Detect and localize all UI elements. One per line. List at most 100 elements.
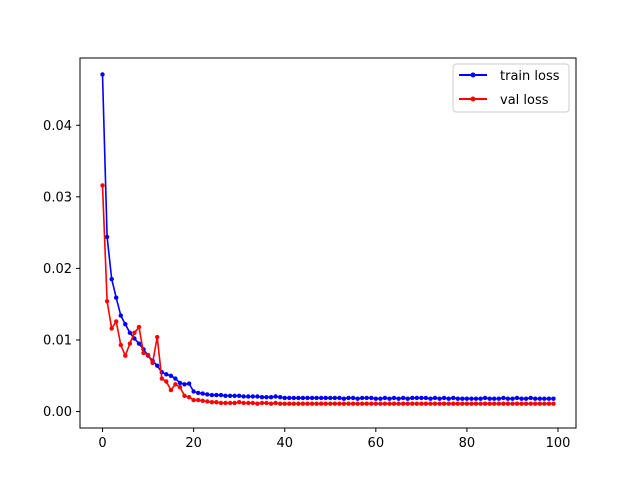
data-point-train-loss: [360, 395, 365, 401]
data-point-train-loss: [414, 395, 419, 401]
data-point-train-loss: [401, 395, 406, 401]
data-point-val-loss: [241, 400, 246, 406]
data-point-val-loss: [533, 401, 538, 406]
data-point-val-loss: [305, 401, 310, 406]
data-point-val-loss: [209, 400, 215, 405]
data-point-train-loss: [487, 396, 492, 401]
data-point-val-loss: [473, 401, 479, 406]
data-point-val-loss: [132, 330, 137, 335]
data-point-val-loss: [391, 401, 397, 406]
data-point-train-loss: [533, 396, 538, 401]
y-tick-label: 0.00: [43, 405, 72, 420]
data-point-train-loss: [519, 396, 524, 401]
data-point-train-loss: [182, 382, 187, 387]
data-point-val-loss: [314, 401, 319, 406]
data-point-train-loss: [551, 396, 556, 401]
legend-marker-val-loss: [470, 96, 476, 102]
x-tick-label: 60: [368, 436, 385, 451]
data-point-val-loss: [428, 401, 433, 406]
data-point-val-loss: [401, 401, 406, 406]
data-point-val-loss: [145, 352, 151, 358]
y-tick-label: 0.03: [43, 190, 72, 205]
data-point-train-loss: [209, 392, 215, 398]
data-point-val-loss: [155, 334, 160, 340]
data-point-train-loss: [127, 330, 133, 335]
data-point-val-loss: [437, 401, 442, 406]
data-point-val-loss: [246, 400, 251, 406]
data-point-train-loss: [241, 394, 246, 399]
data-point-train-loss: [314, 395, 319, 401]
data-point-val-loss: [196, 397, 201, 403]
data-point-train-loss: [232, 393, 237, 398]
data-point-train-loss: [514, 395, 520, 401]
data-point-train-loss: [227, 393, 233, 398]
data-point-val-loss: [309, 401, 315, 406]
data-point-train-loss: [478, 396, 483, 401]
data-point-val-loss: [250, 400, 255, 406]
data-point-val-loss: [469, 401, 474, 406]
data-point-val-loss: [227, 400, 233, 406]
data-point-val-loss: [150, 360, 155, 366]
data-point-val-loss: [278, 401, 283, 406]
data-point-train-loss: [300, 395, 306, 401]
plot-area: [100, 72, 556, 406]
data-point-val-loss: [373, 401, 378, 406]
data-point-val-loss: [287, 401, 292, 406]
data-point-train-loss: [369, 395, 374, 401]
data-point-train-loss: [446, 396, 451, 401]
data-point-train-loss: [287, 395, 292, 401]
data-point-val-loss: [346, 401, 351, 406]
data-point-val-loss: [296, 401, 301, 406]
data-point-val-loss: [264, 400, 269, 406]
data-point-val-loss: [364, 401, 369, 406]
data-point-val-loss: [104, 299, 110, 304]
axes-frame: [79, 57, 577, 429]
data-point-val-loss: [323, 401, 328, 406]
data-point-val-loss: [127, 341, 133, 346]
data-point-train-loss: [323, 395, 328, 401]
data-point-train-loss: [432, 395, 438, 401]
data-point-train-loss: [305, 395, 310, 401]
data-point-val-loss: [382, 401, 388, 406]
series-line-val-loss: [101, 185, 554, 405]
data-point-val-loss: [350, 401, 356, 406]
data-point-train-loss: [273, 394, 278, 399]
data-point-train-loss: [328, 395, 333, 401]
data-point-val-loss: [514, 401, 520, 406]
data-point-val-loss: [414, 401, 419, 406]
data-point-val-loss: [523, 401, 529, 406]
data-point-val-loss: [164, 379, 169, 384]
data-point-train-loss: [455, 396, 460, 401]
data-point-train-loss: [501, 395, 506, 401]
x-tick-label: 0: [98, 436, 106, 451]
data-point-train-loss: [296, 395, 301, 401]
data-point-val-loss: [337, 401, 342, 406]
data-point-train-loss: [441, 395, 447, 401]
data-point-val-loss: [268, 401, 274, 406]
data-point-val-loss: [432, 401, 438, 406]
series-line-train-loss: [101, 74, 554, 400]
legend-marker-train-loss: [470, 72, 476, 78]
data-point-train-loss: [355, 396, 360, 401]
data-point-train-loss: [118, 313, 124, 318]
data-point-val-loss: [451, 401, 456, 406]
data-point-val-loss: [496, 401, 501, 406]
data-point-val-loss: [205, 399, 210, 404]
data-point-val-loss: [118, 342, 124, 348]
data-point-val-loss: [528, 401, 533, 406]
y-tick-label: 0.02: [43, 262, 72, 277]
data-point-train-loss: [136, 341, 142, 346]
data-point-val-loss: [214, 400, 219, 405]
data-point-train-loss: [173, 376, 178, 381]
data-point-val-loss: [218, 400, 224, 406]
data-point-train-loss: [437, 396, 442, 401]
data-point-val-loss: [396, 401, 401, 406]
data-point-train-loss: [282, 395, 287, 401]
data-point-train-loss: [410, 395, 415, 401]
data-point-train-loss: [155, 363, 160, 368]
data-point-val-loss: [510, 401, 515, 406]
data-point-train-loss: [505, 396, 511, 401]
data-point-train-loss: [278, 395, 283, 400]
data-point-train-loss: [423, 395, 429, 401]
data-point-train-loss: [114, 295, 119, 300]
